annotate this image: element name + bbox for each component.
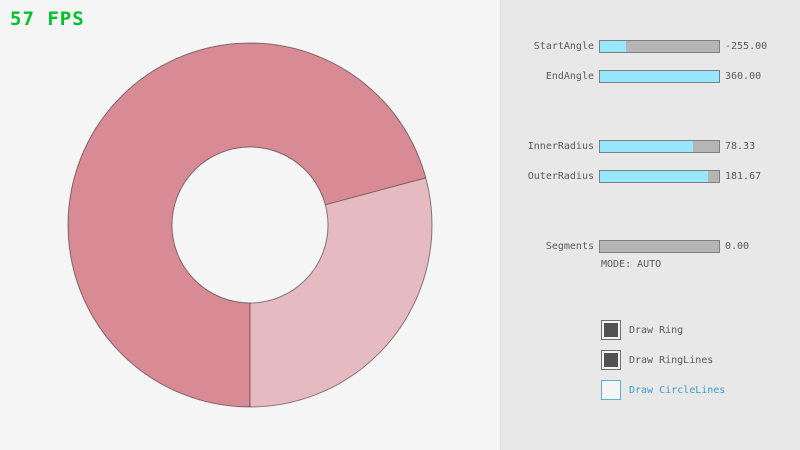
outerradius-value: 181.67	[725, 171, 762, 182]
ring-sector-dark	[68, 43, 426, 408]
segments-row: Segments 0.00	[501, 240, 800, 253]
slider-fill	[600, 141, 694, 152]
startangle-row: StartAngle -255.00	[501, 40, 800, 53]
ring-sector-light	[250, 177, 433, 407]
slider-fill	[600, 71, 719, 82]
endangle-slider[interactable]	[599, 70, 720, 83]
checkbox-box[interactable]	[601, 320, 621, 340]
slider-fill	[600, 171, 709, 182]
segments-slider[interactable]	[599, 240, 720, 253]
ring-outer-line	[67, 42, 433, 408]
checkbox-label: Draw CircleLines	[629, 384, 726, 396]
ring-inner-line	[171, 146, 329, 304]
slider-fill	[600, 41, 626, 52]
checkbox-box[interactable]	[601, 380, 621, 400]
innerradius-row: InnerRadius 78.33	[501, 140, 800, 153]
segments-label: Segments	[545, 241, 594, 252]
checkbox-draw-ring[interactable]: Draw Ring	[601, 320, 683, 340]
checkbox-draw-circlelines[interactable]: Draw CircleLines	[601, 380, 725, 400]
fps-counter: 57 FPS	[10, 8, 85, 30]
controls-panel: StartAngle -255.00 EndAngle 360.00 Inner…	[500, 0, 800, 450]
outerradius-label: OuterRadius	[527, 171, 594, 182]
outerradius-slider[interactable]	[599, 170, 720, 183]
innerradius-value: 78.33	[725, 141, 756, 152]
checkbox-label: Draw Ring	[629, 324, 684, 336]
segments-mode-text: MODE: AUTO	[601, 259, 662, 270]
endangle-label: EndAngle	[545, 71, 594, 82]
segments-value: 0.00	[725, 241, 750, 252]
endangle-value: 360.00	[725, 71, 762, 82]
checkbox-check	[604, 383, 618, 397]
innerradius-label: InnerRadius	[527, 141, 594, 152]
checkbox-box[interactable]	[601, 350, 621, 370]
endangle-row: EndAngle 360.00	[501, 70, 800, 83]
startangle-slider[interactable]	[599, 40, 720, 53]
startangle-label: StartAngle	[533, 41, 594, 52]
startangle-value: -255.00	[725, 41, 768, 52]
innerradius-slider[interactable]	[599, 140, 720, 153]
checkbox-label: Draw RingLines	[629, 354, 714, 366]
outerradius-row: OuterRadius 181.67	[501, 170, 800, 183]
checkbox-check	[604, 323, 618, 337]
ring-boundary-line	[325, 177, 426, 206]
checkbox-check	[604, 353, 618, 367]
checkbox-draw-ringlines[interactable]: Draw RingLines	[601, 350, 713, 370]
